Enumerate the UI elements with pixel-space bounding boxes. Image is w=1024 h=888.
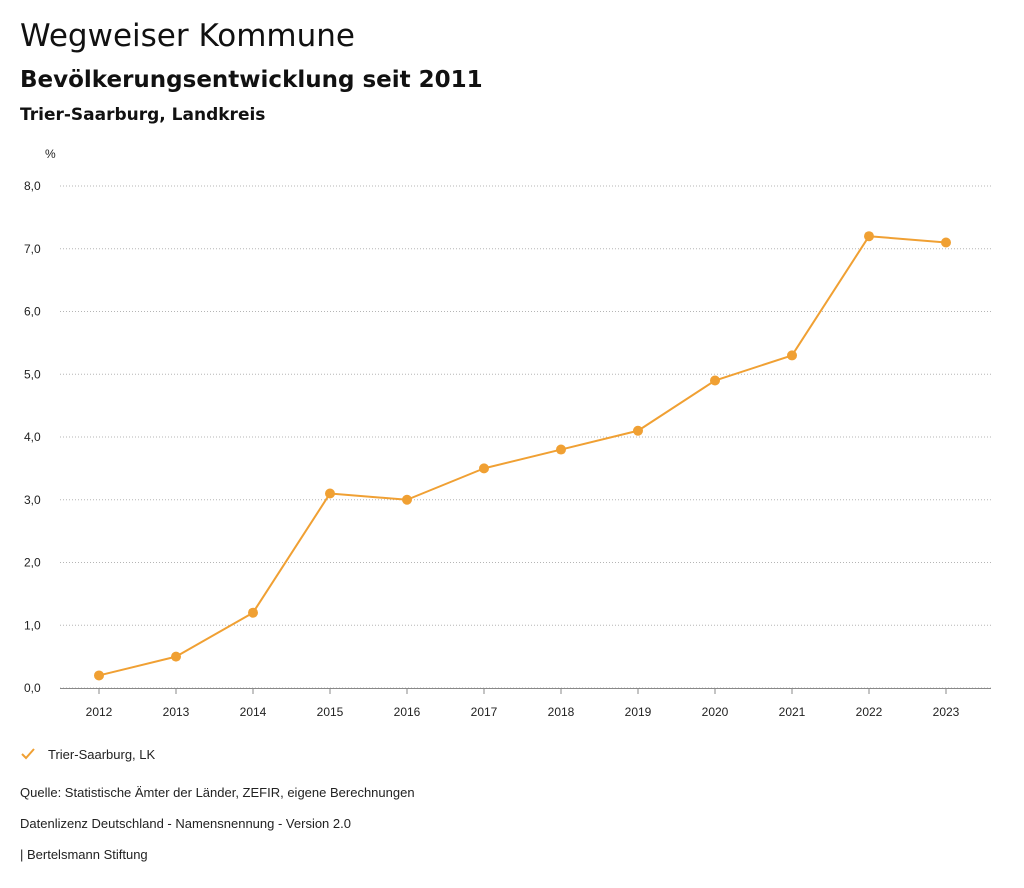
x-tick-label: 2015: [317, 705, 344, 719]
data-point[interactable]: [941, 237, 951, 248]
x-tick-label: 2014: [240, 705, 267, 719]
y-tick-label: 6,0: [24, 305, 41, 319]
data-point[interactable]: [325, 488, 335, 499]
license-note: Datenlizenz Deutschland - Namensnennung …: [20, 816, 351, 831]
x-tick-label: 2020: [702, 705, 729, 719]
chart-subtitle: Bevölkerungsentwicklung seit 2011: [20, 67, 483, 93]
publisher-note: | Bertelsmann Stiftung: [20, 847, 148, 862]
data-point[interactable]: [787, 350, 797, 361]
x-tick-label: 2022: [856, 705, 883, 719]
x-tick-label: 2017: [471, 705, 498, 719]
checkmark-icon: [20, 746, 36, 762]
y-tick-label: 5,0: [24, 367, 41, 381]
x-tick-label: 2021: [779, 705, 806, 719]
data-point[interactable]: [402, 494, 412, 505]
data-point[interactable]: [248, 607, 258, 618]
y-tick-label: 7,0: [24, 242, 41, 256]
x-tick-label: 2016: [394, 705, 421, 719]
source-note: Quelle: Statistische Ämter der Länder, Z…: [20, 785, 415, 800]
x-tick-label: 2023: [933, 705, 960, 719]
y-tick-label: 3,0: [24, 493, 41, 507]
x-tick-label: 2018: [548, 705, 575, 719]
x-tick-label: 2013: [163, 705, 190, 719]
y-axis-unit: %: [45, 147, 56, 161]
x-tick-label: 2012: [86, 705, 113, 719]
data-point[interactable]: [94, 670, 104, 681]
data-point[interactable]: [479, 463, 489, 474]
data-point[interactable]: [171, 651, 181, 662]
series-line: [98, 235, 947, 677]
population-line-chart: % 0,0 1,0 2,0 3,0 4,0 5,0 6,0 7,0 8,0 2012 2013 2014…: [24, 147, 991, 719]
y-tick-label: 1,0: [24, 618, 41, 632]
legend-label: Trier-Saarburg, LK: [48, 746, 156, 762]
data-point[interactable]: [556, 444, 566, 455]
region-name: Trier-Saarburg, Landkreis: [20, 105, 266, 125]
y-tick-label: 2,0: [24, 556, 41, 570]
y-tick-label: 0,0: [24, 681, 41, 695]
x-tick-label: 2019: [625, 705, 652, 719]
data-point[interactable]: [710, 375, 720, 386]
data-point[interactable]: [633, 425, 643, 436]
data-point[interactable]: [864, 231, 874, 242]
legend-item[interactable]: Trier-Saarburg, LK: [20, 744, 155, 764]
y-tick-label: 8,0: [24, 179, 41, 193]
page-title: Wegweiser Kommune: [20, 18, 355, 54]
y-tick-label: 4,0: [24, 430, 41, 444]
